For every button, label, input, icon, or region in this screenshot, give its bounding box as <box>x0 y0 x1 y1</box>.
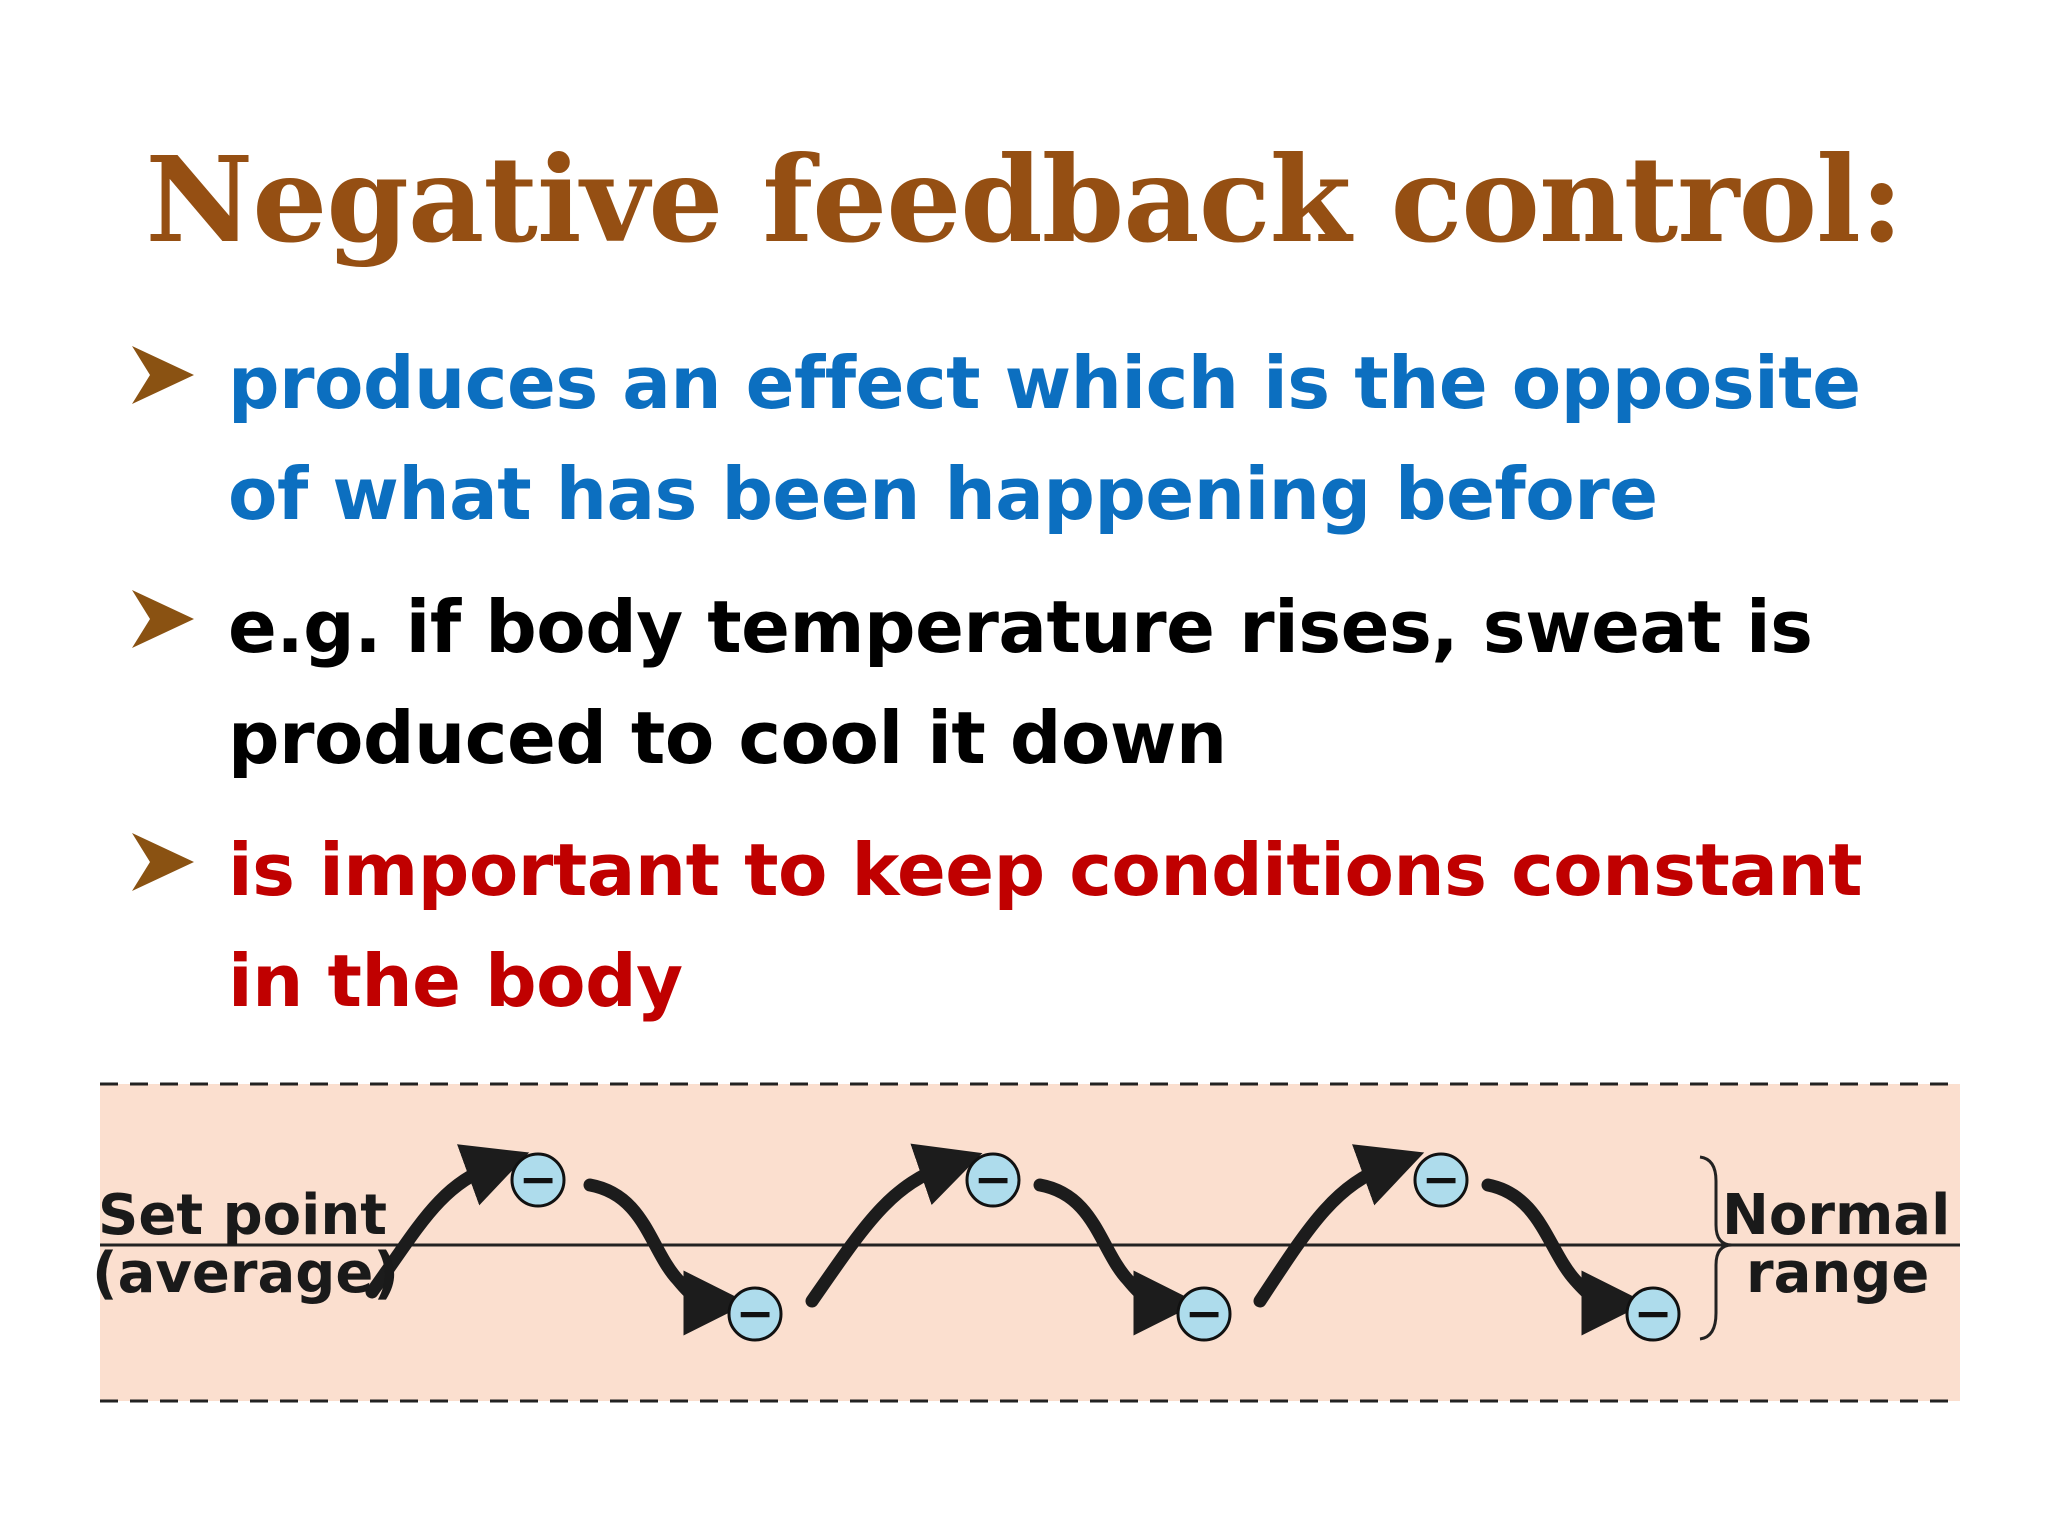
minus-bubble: − <box>1625 1286 1681 1342</box>
bullet-text: is important to keep conditions constant… <box>228 828 1863 1023</box>
minus-bubble: − <box>1413 1152 1469 1208</box>
feedback-diagram-graphic: − − − − − − <box>100 1082 1960 1403</box>
minus-bubble: − <box>510 1152 566 1208</box>
arrowhead-bullet-icon <box>132 590 194 648</box>
bullet-text: produces an effect which is the opposite… <box>228 341 1861 536</box>
feedback-diagram: − − − − − − Set point (a <box>92 1075 1960 1410</box>
minus-symbol: − <box>1422 1152 1461 1206</box>
minus-symbol: − <box>519 1152 558 1206</box>
rising-arrow <box>365 1144 530 1299</box>
minus-symbol: − <box>1634 1286 1673 1340</box>
rising-arrow <box>1253 1144 1425 1308</box>
average-label: (average) <box>92 1241 399 1306</box>
minus-bubble: − <box>1176 1286 1232 1342</box>
falling-arrow <box>583 1178 749 1336</box>
minus-bubble: − <box>727 1286 783 1342</box>
slide-title: Negative feedback control: <box>145 130 1903 269</box>
falling-arrow <box>1033 1178 1199 1336</box>
rising-arrow <box>805 1143 983 1308</box>
set-point-label: Set point <box>98 1183 387 1248</box>
minus-symbol: − <box>736 1286 775 1340</box>
arrowhead-bullet-icon <box>132 833 194 891</box>
falling-arrow <box>1481 1178 1647 1336</box>
normal-label: Normal <box>1722 1183 1951 1248</box>
normal-range-brace <box>1699 1155 1733 1341</box>
range-label: range <box>1746 1241 1930 1306</box>
minus-symbol: − <box>1185 1286 1224 1340</box>
arrowhead-bullet-icon <box>132 346 194 404</box>
bullet-text: e.g. if body temperature rises, sweat is… <box>228 585 1813 780</box>
minus-bubble: − <box>965 1152 1021 1208</box>
minus-symbol: − <box>974 1152 1013 1206</box>
